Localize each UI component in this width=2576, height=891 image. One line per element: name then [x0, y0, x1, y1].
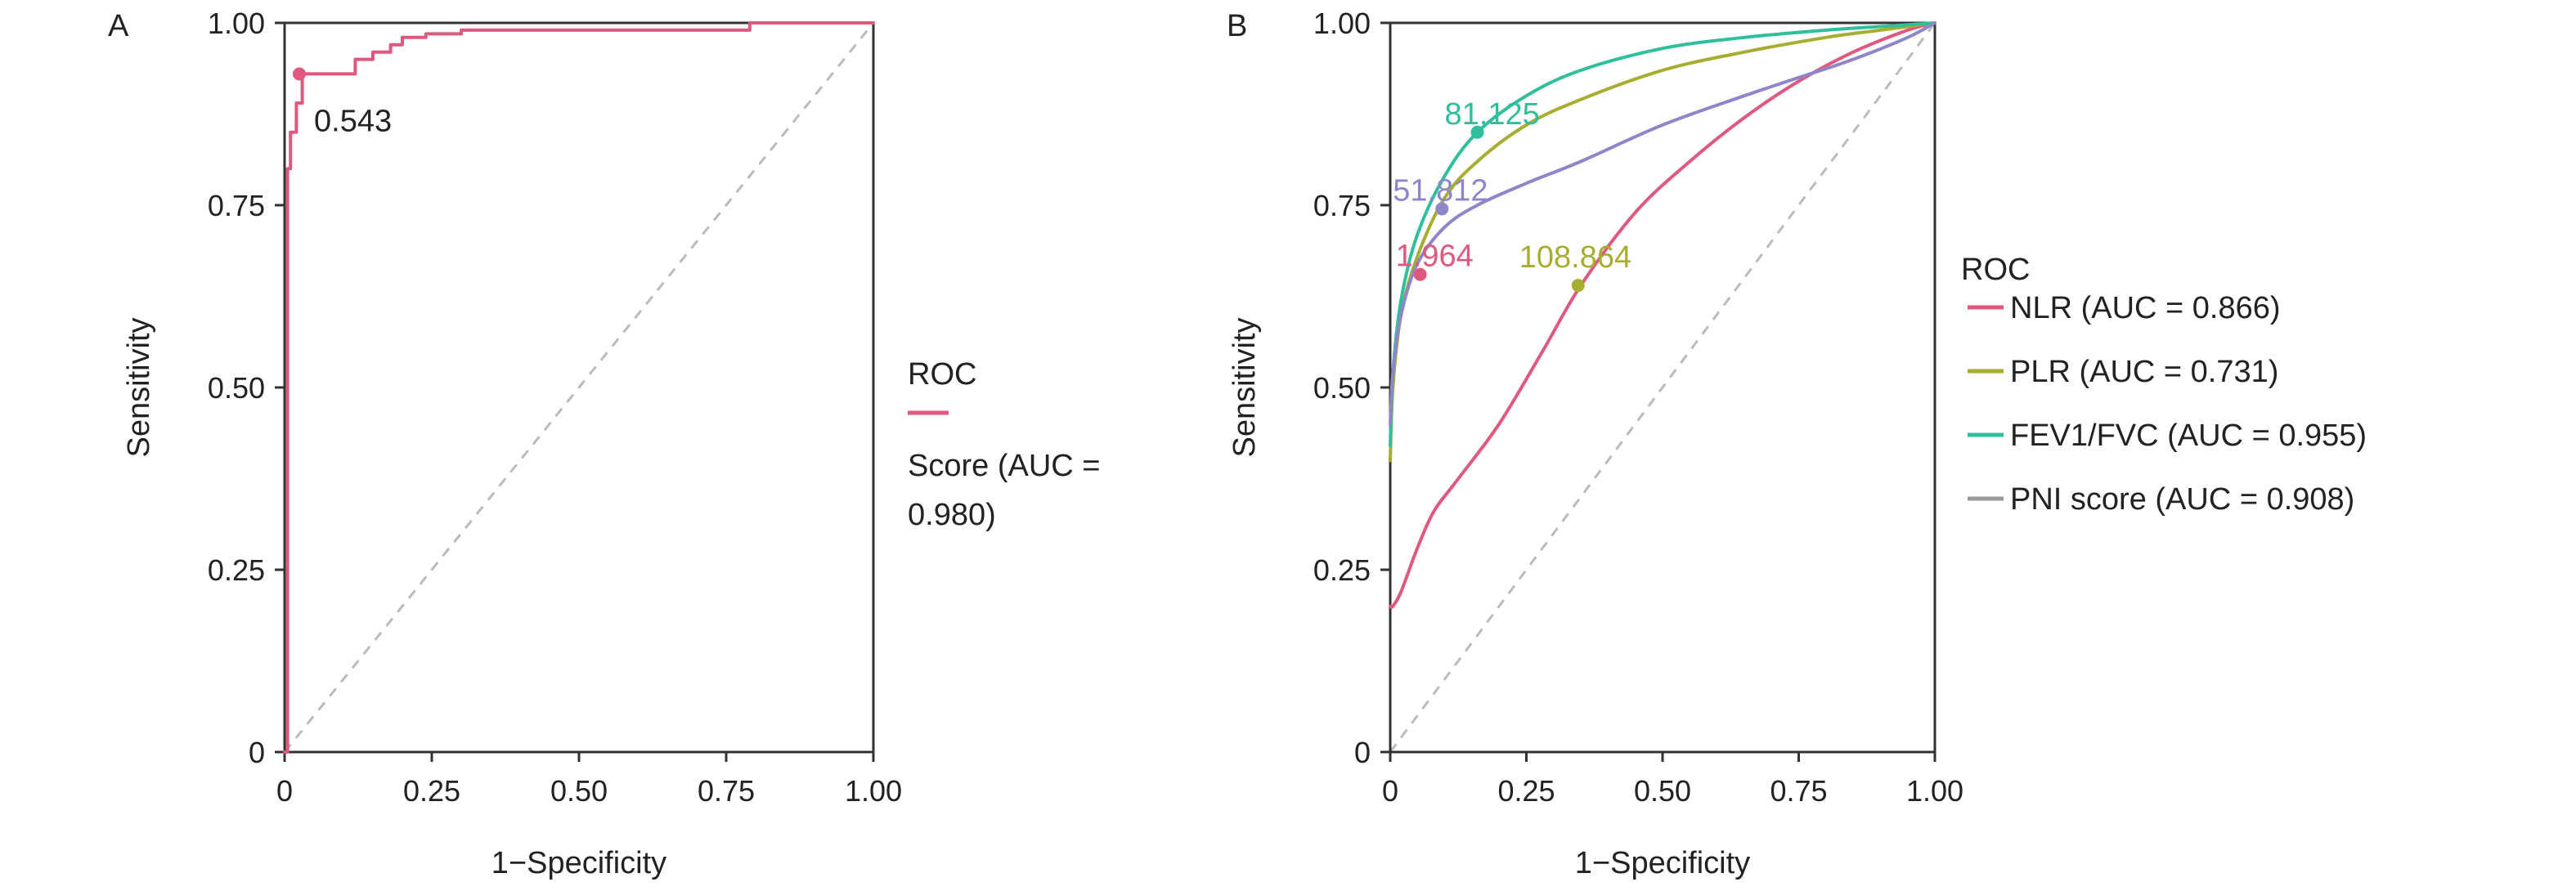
series-line-0	[283, 21, 875, 754]
y-tick-label: 0.50	[208, 371, 265, 405]
x-tick-label: 0	[276, 774, 293, 808]
cutoff-label: 108.864	[1519, 240, 1631, 275]
x-tick-label: 0.50	[550, 774, 608, 808]
reference-diagonal	[1389, 22, 1936, 753]
y-tick-label: 0.75	[208, 189, 265, 222]
y-tick-label: 1.00	[1313, 7, 1371, 40]
cutoff-label: 0.543	[314, 104, 392, 138]
legend: ROC NLR (AUC = 0.866) PLR (AUC = 0.731) FEV…	[1961, 253, 2367, 517]
x-tick-label: 1.00	[845, 774, 902, 808]
x-axis-title: 1−Specificity	[1575, 846, 1750, 880]
legend-entry-label: NLR (AUC = 0.866)	[2010, 291, 2281, 325]
y-tick-label: 0.25	[208, 553, 265, 587]
legend: ROC Score (AUC = 0.980)	[908, 357, 1100, 532]
y-axis-title: Sensitivity	[1227, 317, 1262, 457]
cutoff-point	[1571, 279, 1585, 293]
panel-a: A 00 0.25 0.25 0.50 0.50 0.75 0.75 1.00 1.00 1−Spe…	[108, 7, 1100, 880]
series-line-2	[1389, 21, 1936, 448]
x-tick-label: 0.25	[1497, 774, 1555, 808]
x-tick-label: 1.00	[1906, 774, 1963, 808]
x-tick-label: 0.75	[698, 774, 755, 808]
legend-title: ROC	[908, 357, 976, 392]
y-tick-label: 0	[1354, 736, 1371, 769]
y-tick-label: 0.50	[1313, 371, 1371, 405]
cutoff-label: 81.125	[1445, 97, 1540, 132]
x-tick-label: 0.75	[1770, 774, 1827, 808]
series-line-3	[1389, 21, 1936, 426]
legend-entry-label: PNI score (AUC = 0.908)	[2010, 482, 2354, 517]
legend-entry-label: Score (AUC =	[908, 449, 1100, 483]
cutoff-point	[1435, 202, 1449, 216]
cutoff-point	[293, 67, 306, 81]
reference-diagonal	[283, 22, 875, 753]
cutoff-point	[1413, 267, 1427, 281]
x-tick-label: 0.25	[403, 774, 460, 808]
x-axis-title: 1−Specificity	[491, 846, 666, 880]
legend-entry-label: FEV1/FVC (AUC = 0.955)	[2010, 419, 2367, 453]
x-tick-label: 0	[1382, 774, 1398, 808]
x-tick-label: 0.50	[1634, 774, 1691, 808]
panel-b: B 00 0.25 0.25 0.50 0.50 0.75 0.75 1.00 1.00 1−Spe…	[1227, 7, 2367, 880]
cutoff-point	[1470, 125, 1484, 139]
cutoff-label: 51.812	[1393, 173, 1488, 208]
legend-title: ROC	[1961, 253, 2030, 287]
y-tick-label: 0	[249, 736, 265, 769]
panel-letter: B	[1227, 9, 1247, 43]
panel-letter: A	[108, 9, 129, 43]
legend-entry-label: 0.980)	[908, 498, 996, 532]
cutoff-label: 1.964	[1396, 240, 1474, 274]
y-tick-label: 0.75	[1313, 189, 1371, 222]
legend-entry-label: PLR (AUC = 0.731)	[2010, 355, 2278, 389]
y-axis-title: Sensitivity	[122, 317, 156, 457]
y-tick-label: 0.25	[1313, 553, 1371, 587]
y-tick-label: 1.00	[208, 7, 265, 40]
